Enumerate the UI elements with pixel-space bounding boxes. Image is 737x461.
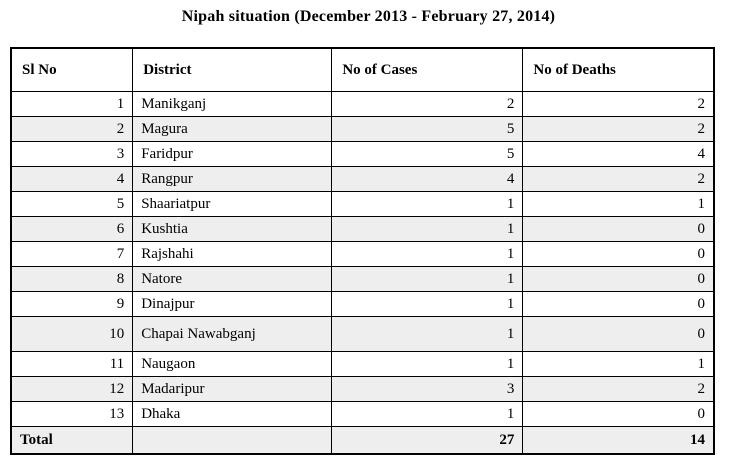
cell-sl-no: 2 <box>10 116 134 142</box>
cell-cases: 5 <box>331 116 524 142</box>
cell-cases: 1 <box>331 216 524 242</box>
table-row: 5 Shaariatpur 1 1 <box>10 191 715 217</box>
table-row: 1 Manikganj 2 2 <box>10 91 715 117</box>
table-row: 12 Madaripur 3 2 <box>10 376 715 402</box>
cell-deaths: 2 <box>522 376 715 402</box>
cell-district: Faridpur <box>132 141 333 167</box>
nipah-situation-table: Sl No District No of Cases No of Deaths … <box>10 47 715 455</box>
cell-deaths: 2 <box>522 91 715 117</box>
total-cases-cell: 27 <box>331 426 524 455</box>
cell-deaths: 0 <box>522 316 715 352</box>
cell-cases: 1 <box>331 241 524 267</box>
cell-cases: 5 <box>331 141 524 167</box>
cell-cases: 4 <box>331 166 524 192</box>
cell-deaths: 0 <box>522 291 715 317</box>
cell-district: Manikganj <box>132 91 333 117</box>
cell-deaths: 1 <box>522 351 715 377</box>
table-total-row: Total 27 14 <box>10 426 715 455</box>
cell-cases: 1 <box>331 291 524 317</box>
cell-cases: 1 <box>331 316 524 352</box>
cell-cases: 1 <box>331 401 524 427</box>
cell-sl-no: 12 <box>10 376 134 402</box>
cell-deaths: 2 <box>522 116 715 142</box>
cell-cases: 1 <box>331 351 524 377</box>
table-header-row: Sl No District No of Cases No of Deaths <box>10 47 715 92</box>
cell-deaths: 1 <box>522 191 715 217</box>
cell-district: Magura <box>132 116 333 142</box>
total-label-cell: Total <box>10 426 134 455</box>
cell-sl-no: 3 <box>10 141 134 167</box>
cell-district: Chapai Nawabganj <box>132 316 333 352</box>
cell-sl-no: 7 <box>10 241 134 267</box>
column-header-cases: No of Cases <box>331 47 524 92</box>
cell-deaths: 0 <box>522 266 715 292</box>
total-district-cell <box>132 426 333 455</box>
table-row: 2 Magura 5 2 <box>10 116 715 142</box>
table-row: 4 Rangpur 4 2 <box>10 166 715 192</box>
cell-sl-no: 11 <box>10 351 134 377</box>
cell-sl-no: 9 <box>10 291 134 317</box>
cell-district: Rajshahi <box>132 241 333 267</box>
cell-sl-no: 5 <box>10 191 134 217</box>
cell-district: Naugaon <box>132 351 333 377</box>
cell-sl-no: 6 <box>10 216 134 242</box>
cell-deaths: 0 <box>522 401 715 427</box>
cell-sl-no: 4 <box>10 166 134 192</box>
total-deaths-cell: 14 <box>522 426 715 455</box>
cell-deaths: 0 <box>522 241 715 267</box>
cell-sl-no: 1 <box>10 91 134 117</box>
column-header-district: District <box>132 47 333 92</box>
cell-deaths: 2 <box>522 166 715 192</box>
cell-district: Dinajpur <box>132 291 333 317</box>
table-row: 9 Dinajpur 1 0 <box>10 291 715 317</box>
table-row: 6 Kushtia 1 0 <box>10 216 715 242</box>
cell-sl-no: 8 <box>10 266 134 292</box>
cell-cases: 2 <box>331 91 524 117</box>
table-row: 11 Naugaon 1 1 <box>10 351 715 377</box>
cell-cases: 3 <box>331 376 524 402</box>
cell-district: Kushtia <box>132 216 333 242</box>
column-header-deaths: No of Deaths <box>522 47 715 92</box>
column-header-sl-no: Sl No <box>10 47 134 92</box>
cell-sl-no: 10 <box>10 316 134 352</box>
cell-cases: 1 <box>331 191 524 217</box>
cell-district: Rangpur <box>132 166 333 192</box>
page-title: Nipah situation (December 2013 - Februar… <box>181 8 556 25</box>
cell-district: Madaripur <box>132 376 333 402</box>
table-row: 3 Faridpur 5 4 <box>10 141 715 167</box>
table-row: 10 Chapai Nawabganj 1 0 <box>10 316 715 352</box>
cell-deaths: 4 <box>522 141 715 167</box>
cell-deaths: 0 <box>522 216 715 242</box>
cell-sl-no: 13 <box>10 401 134 427</box>
table-row: 7 Rajshahi 1 0 <box>10 241 715 267</box>
cell-district: Shaariatpur <box>132 191 333 217</box>
cell-cases: 1 <box>331 266 524 292</box>
cell-district: Natore <box>132 266 333 292</box>
cell-district: Dhaka <box>132 401 333 427</box>
table-row: 13 Dhaka 1 0 <box>10 401 715 427</box>
table-row: 8 Natore 1 0 <box>10 266 715 292</box>
table-body: 1 Manikganj 2 2 2 Magura 5 2 3 Faridpur 5 4 4 Rangpur… <box>10 91 715 427</box>
